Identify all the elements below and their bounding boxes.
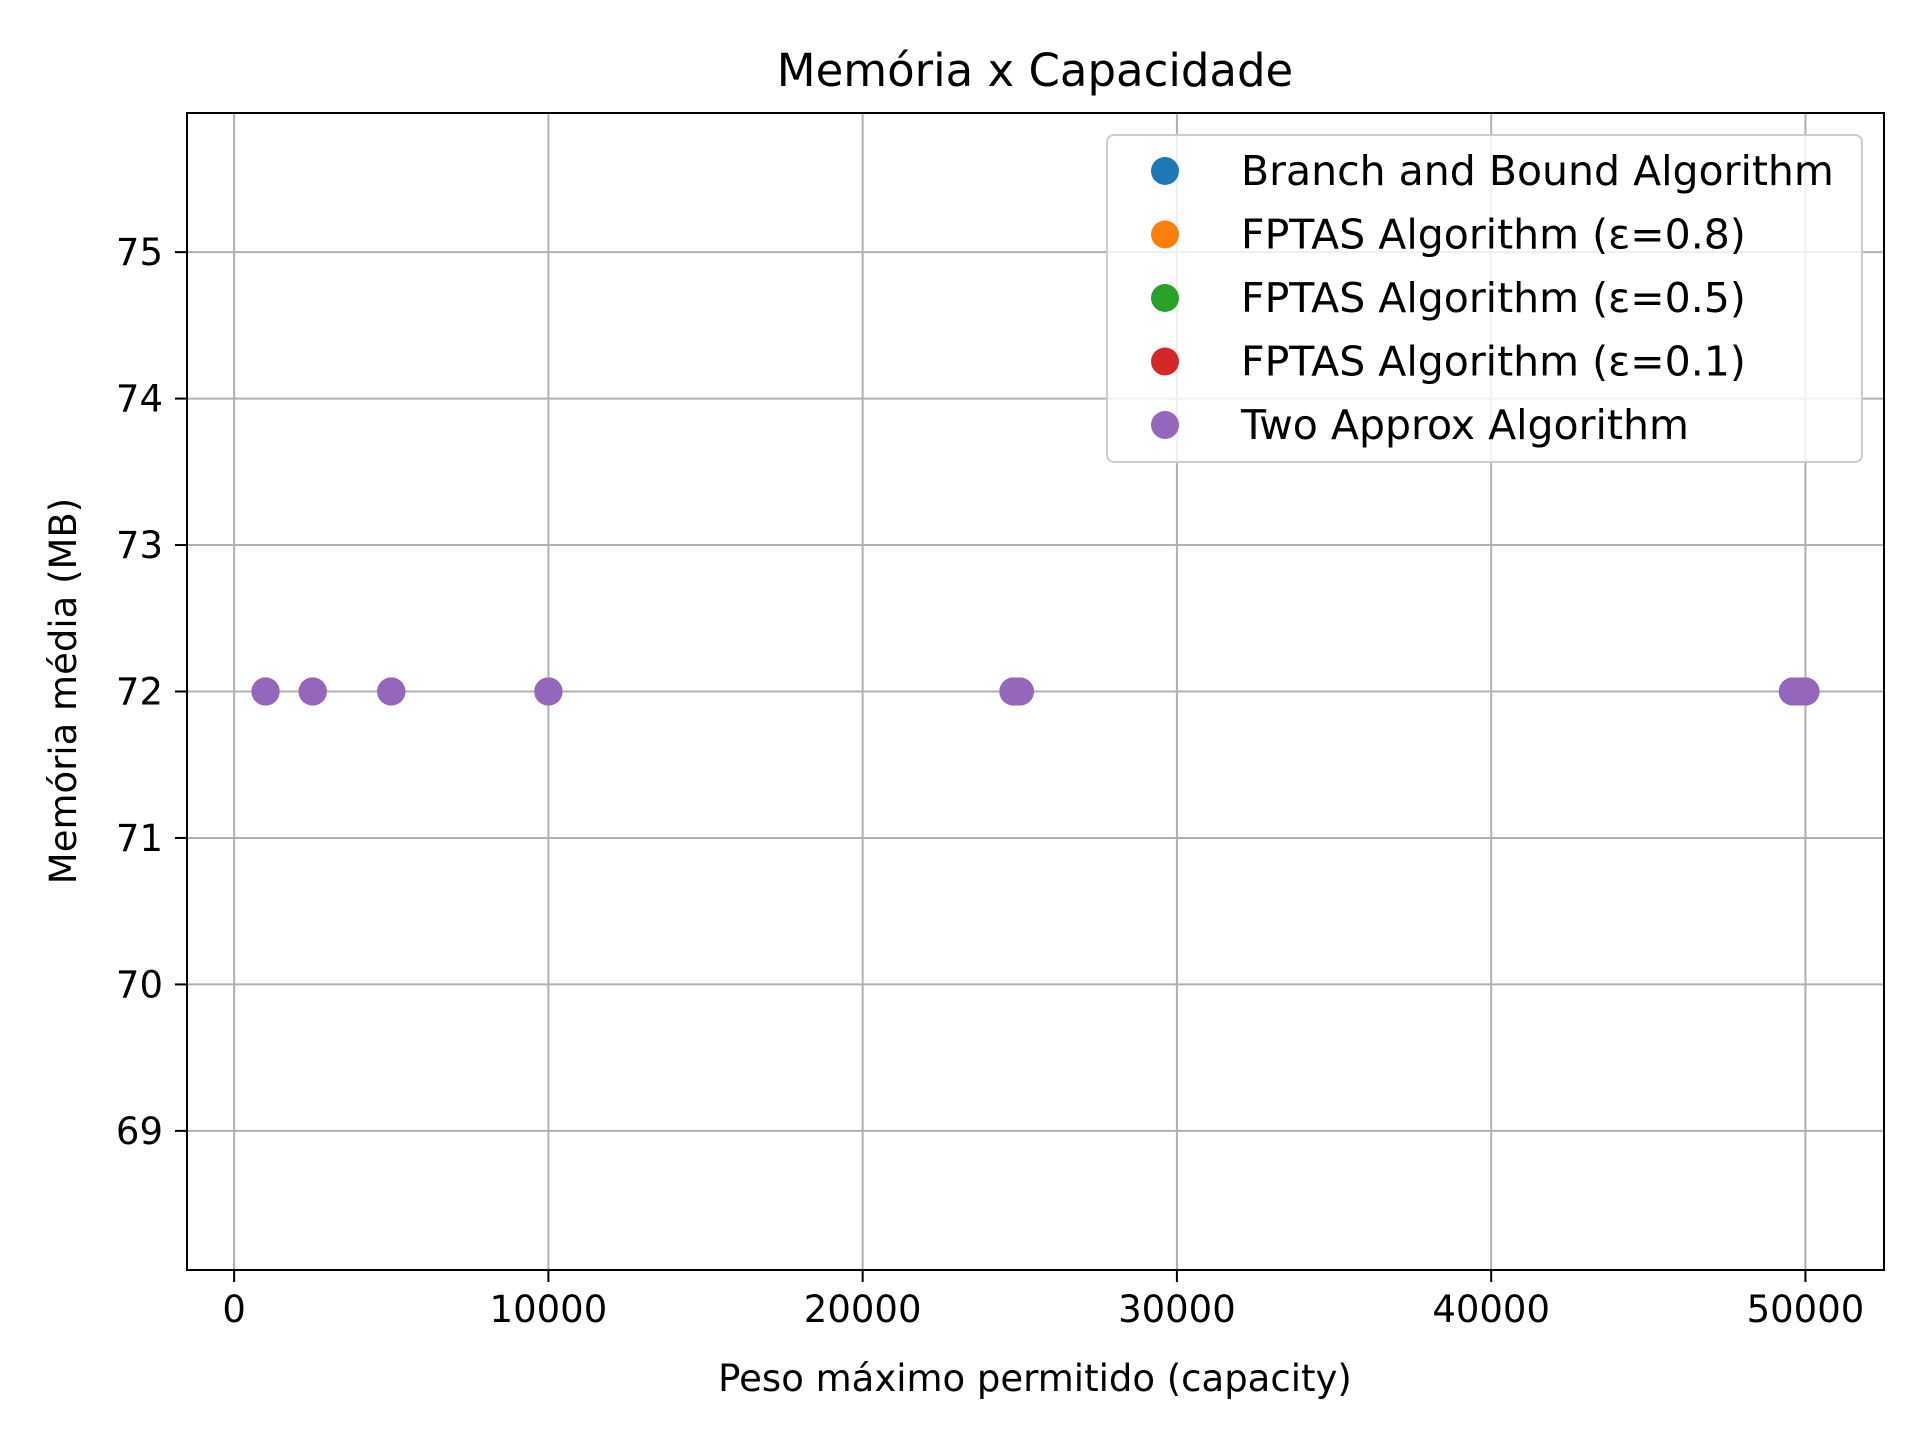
x-axis-ticks: 0 10000 20000 30000 40000 50000 — [222, 1270, 1864, 1331]
legend: Branch and Bound Algorithm FPTAS Algorith… — [1106, 134, 1863, 463]
x-tick-label: 10000 — [490, 1288, 608, 1331]
y-tick-label: 71 — [116, 817, 163, 860]
legend-box — [1106, 134, 1863, 463]
legend-label: FPTAS Algorithm (ε=0.8) — [1241, 211, 1746, 259]
legend-marker — [1151, 411, 1179, 439]
y-tick-label: 74 — [116, 378, 163, 421]
y-axis-label: Memória média (MB) — [42, 498, 85, 884]
legend-label: Branch and Bound Algorithm — [1241, 147, 1834, 195]
y-axis-ticks: 69 70 71 72 73 74 75 — [116, 231, 187, 1153]
legend-label: FPTAS Algorithm (ε=0.5) — [1241, 274, 1746, 322]
x-tick-label: 40000 — [1432, 1288, 1550, 1331]
data-points — [251, 677, 1820, 706]
y-tick-label: 73 — [116, 524, 163, 567]
y-tick-label: 69 — [116, 1110, 163, 1153]
chart-title: Memória x Capacidade — [777, 44, 1293, 97]
legend-marker — [1151, 157, 1179, 185]
x-axis-label: Peso máximo permitido (capacity) — [718, 1357, 1352, 1400]
data-point — [1005, 677, 1034, 706]
legend-marker — [1151, 347, 1179, 376]
x-tick-label: 20000 — [804, 1288, 922, 1331]
data-point — [534, 677, 563, 706]
x-tick-label: 30000 — [1118, 1288, 1236, 1331]
x-tick-label: 0 — [222, 1288, 246, 1331]
data-point — [1791, 677, 1820, 706]
legend-marker — [1151, 220, 1179, 249]
legend-marker — [1151, 284, 1179, 312]
y-tick-label: 72 — [116, 671, 163, 714]
data-point — [251, 677, 280, 706]
legend-label: FPTAS Algorithm (ε=0.1) — [1241, 338, 1746, 386]
legend-label: Two Approx Algorithm — [1240, 401, 1689, 449]
y-tick-label: 75 — [116, 231, 163, 274]
x-tick-label: 50000 — [1747, 1288, 1865, 1331]
data-point — [298, 677, 327, 706]
y-tick-label: 70 — [116, 963, 163, 1006]
data-point — [377, 677, 406, 706]
